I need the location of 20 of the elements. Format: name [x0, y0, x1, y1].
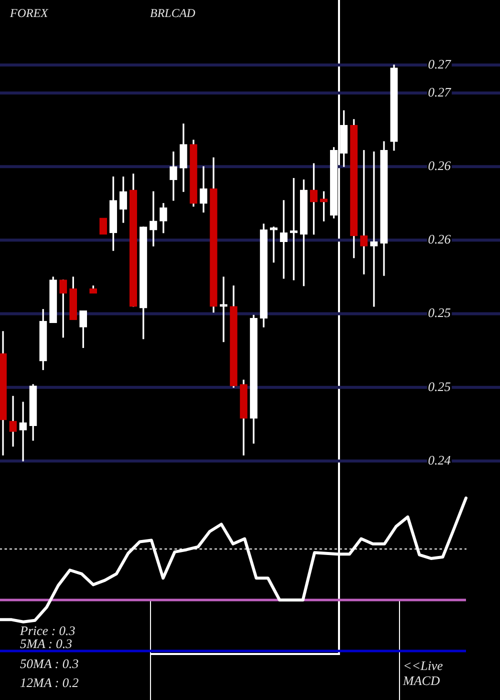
- y-tick-label: 0.27: [428, 84, 452, 100]
- y-tick-label: 0.24: [428, 452, 452, 468]
- text: 50MA : 0.3: [20, 656, 80, 671]
- candlestick: [370, 152, 378, 307]
- chart-subtitle: FOREX: [9, 6, 49, 20]
- text: Price : 0.3: [19, 623, 76, 638]
- text: <<Live MACD: [402, 658, 444, 688]
- y-tick-label: 0.25: [428, 305, 452, 320]
- candlestick: [220, 276, 228, 342]
- y-tick-label: 0.26: [428, 232, 452, 247]
- y-tick-label: 0.26: [428, 158, 452, 173]
- y-tick-label: 0.27: [428, 56, 452, 72]
- candlestick: [99, 218, 108, 235]
- candlestick: [360, 150, 368, 274]
- text: 5MA : 0.3: [20, 636, 73, 651]
- y-tick-label: 0.25: [428, 378, 452, 394]
- candlestick: [9, 396, 17, 447]
- candlestick: [19, 402, 27, 462]
- chart-title: BRLCAD: [150, 6, 196, 20]
- text: 12MA : 0.2: [20, 675, 80, 690]
